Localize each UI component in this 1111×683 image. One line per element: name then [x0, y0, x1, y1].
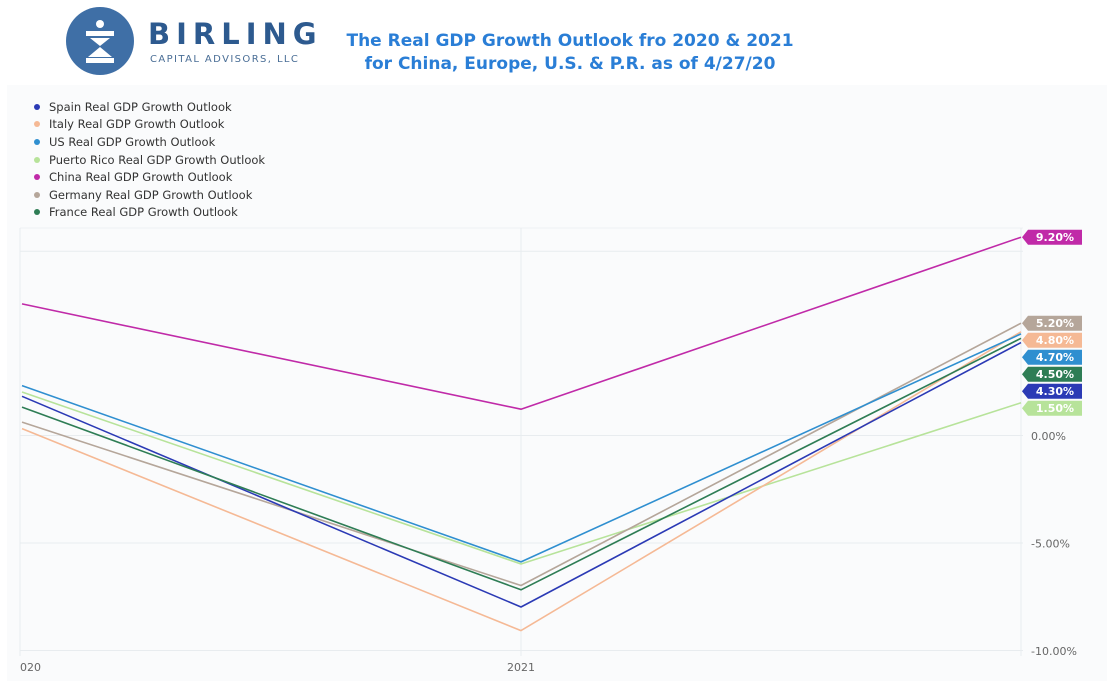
legend-label: US Real GDP Growth Outlook [49, 134, 216, 149]
end-value-text: 5.20% [1036, 317, 1074, 330]
legend-item[interactable]: Italy Real GDP Growth Outlook [34, 116, 265, 134]
end-value-badge [1022, 383, 1082, 399]
legend-swatch [34, 121, 40, 128]
legend-item[interactable]: China Real GDP Growth Outlook [34, 168, 265, 186]
y-tick-label: -5.00% [1031, 538, 1070, 551]
legend-item[interactable]: France Real GDP Growth Outlook [34, 204, 265, 222]
end-value-badge [1022, 315, 1082, 331]
end-value-text: 1.50% [1036, 402, 1074, 415]
end-value-badge [1022, 229, 1082, 245]
legend-item[interactable]: Puerto Rico Real GDP Growth Outlook [34, 151, 265, 169]
end-value-label: 4.70% [1022, 349, 1082, 365]
legend-label: France Real GDP Growth Outlook [49, 205, 238, 220]
y-tick-label: -10.00% [1031, 645, 1077, 658]
legend-label: Italy Real GDP Growth Outlook [49, 117, 225, 132]
chart-panel [7, 85, 1107, 681]
end-value-text: 4.70% [1036, 351, 1074, 364]
end-value-label: 4.50% [1022, 366, 1082, 382]
chart-title: The Real GDP Growth Outlook fro 2020 & 2… [300, 30, 840, 76]
logo-glyph [86, 20, 114, 63]
legend-label: Puerto Rico Real GDP Growth Outlook [49, 152, 266, 167]
series-line-0 [21, 341, 1022, 608]
series-line-3 [21, 391, 1022, 565]
legend-swatch [34, 209, 40, 216]
x-tick-label: 2021 [507, 661, 535, 674]
end-value-label: 4.30% [1022, 383, 1082, 399]
end-value-badge [1022, 400, 1082, 416]
end-value-label: 5.20% [1022, 315, 1082, 331]
end-value-text: 9.20% [1036, 231, 1074, 244]
end-value-label: 9.20% [1022, 229, 1082, 245]
legend-swatch [34, 103, 40, 110]
end-value-text: 4.30% [1036, 385, 1074, 398]
y-tick-label: 0.00% [1031, 430, 1066, 443]
brand-subtitle: CAPITAL ADVISORS, LLC [150, 54, 300, 65]
end-value-text: 4.50% [1036, 368, 1074, 381]
legend-swatch [34, 138, 40, 145]
legend-swatch [34, 191, 40, 198]
series-line-6 [21, 337, 1022, 591]
legend-label: Germany Real GDP Growth Outlook [49, 187, 253, 202]
legend-item[interactable]: Germany Real GDP Growth Outlook [34, 186, 265, 204]
end-value-label: 1.50% [1022, 400, 1082, 416]
x-tick-label: 020 [20, 661, 41, 674]
legend-swatch [34, 156, 40, 163]
end-value-badge [1022, 366, 1082, 382]
legend-swatch [34, 174, 40, 181]
series-line-4 [21, 236, 1022, 411]
brand-name: BIRLING [148, 17, 323, 51]
end-value-badge [1022, 349, 1082, 365]
legend-item[interactable]: US Real GDP Growth Outlook [34, 133, 265, 151]
birling-logo-icon [66, 7, 134, 75]
end-value-badge [1022, 332, 1082, 348]
chart-title-line-1: The Real GDP Growth Outlook fro 2020 & 2… [346, 31, 794, 51]
series-line-2 [21, 333, 1022, 563]
legend-item[interactable]: Spain Real GDP Growth Outlook [34, 98, 265, 116]
end-value-label: 4.80% [1022, 332, 1082, 348]
chart-title-line-2: for China, Europe, U.S. & P.R. as of 4/2… [364, 54, 776, 74]
end-value-text: 4.80% [1036, 334, 1074, 347]
legend-label: Spain Real GDP Growth Outlook [49, 99, 232, 114]
chart-legend: Spain Real GDP Growth Outlook Italy Real … [34, 98, 265, 221]
legend-label: China Real GDP Growth Outlook [49, 170, 233, 185]
